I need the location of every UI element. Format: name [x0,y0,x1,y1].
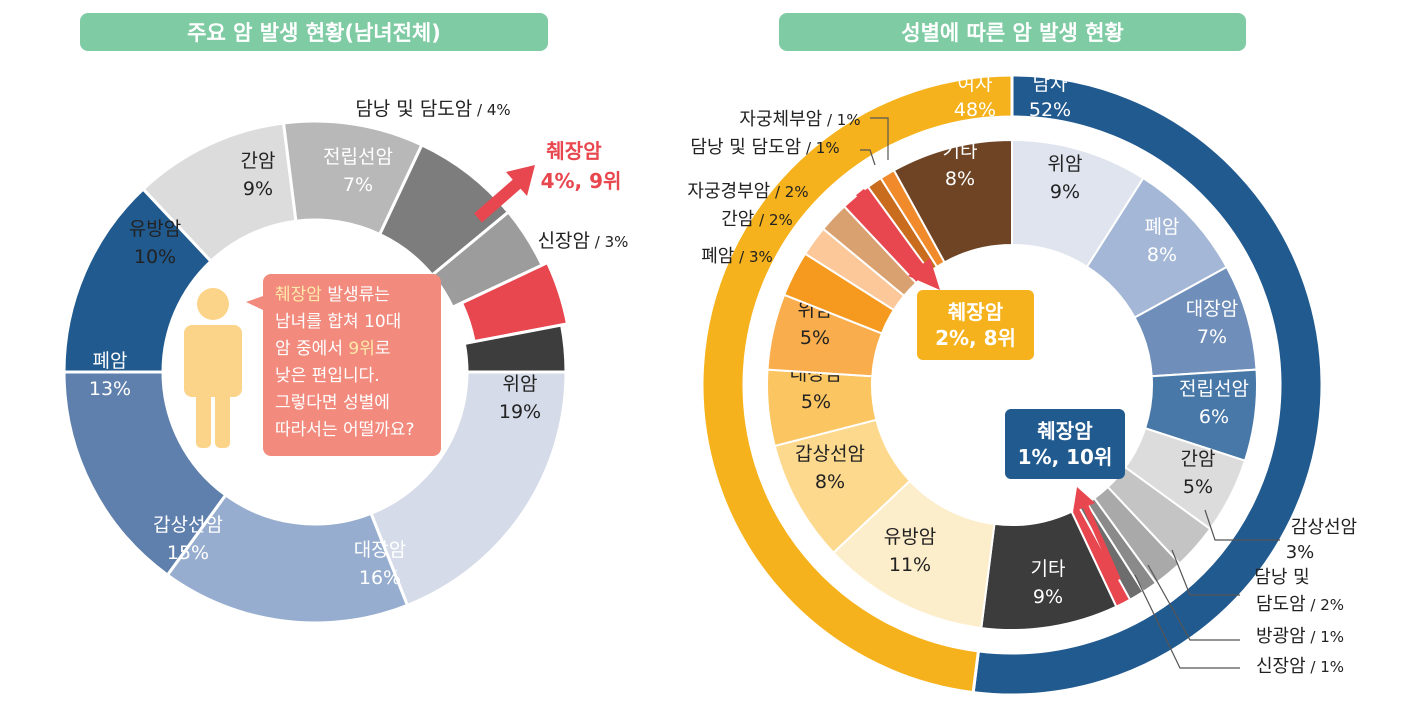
outer-female-name: 여자 [958,73,993,95]
bubble-line-2: 남녀를 합쳐 10대 [275,312,402,332]
female-slice-name-10: 기타 [943,140,978,162]
outer-male-name: 남자 [1033,73,1068,95]
left-chart-title: 주요 암 발생 현황(남녀전체) [80,13,548,51]
male-slice-name-4: 간암 [1181,448,1216,470]
male-slice-name-10: 기타 [1031,558,1066,580]
bubble-line-1: 발생류는 [321,285,390,305]
left-slice-name-0: 위암 [503,373,538,395]
female-slice-value-1: 8% [815,471,845,493]
outer-ring-female [700,73,1014,695]
male-ext-name-7: 방광암 / 1% [1256,626,1344,647]
female-ext-name-6: 자궁경부암 / 2% [687,181,808,202]
leader-male-5 [1204,509,1280,541]
male-slice-value-0: 9% [1050,181,1080,203]
male-ext-name-6b: 담도암 / 2% [1256,594,1344,615]
male-slice-value-10: 9% [1033,586,1063,608]
male-callout-arrow [1073,487,1121,582]
male-slice-name-0: 위암 [1048,153,1083,175]
male-slice-value-2: 7% [1197,326,1227,348]
male-pancreatic-callout: 췌장암 1%, 10위 [1005,409,1125,479]
bubble-line-3-pre: 암 중에서 [275,339,349,359]
female-slice-name-0: 유방암 [884,526,936,548]
female-slice-10 [892,138,1013,264]
male-callout-name: 췌장암 [1037,419,1093,443]
left-highlight-value: 4%, 9위 [541,169,622,193]
male-ext-name-5: 감상선암 [1291,517,1357,538]
outer-female-value: 48% [954,99,996,121]
left-label-kidney: 신장암 / 3% [538,230,629,252]
female-ext-name-8: 담낭 및 담도암 / 1% [690,137,839,158]
left-slice-value-1: 16% [359,567,401,589]
male-slice-name-1: 폐암 [1145,216,1180,238]
left-slice-name-6: 전립선암 [323,146,393,168]
left-highlight-arrow [474,165,535,223]
female-callout-arrow [856,188,940,290]
left-slice-value-4: 10% [134,246,176,268]
male-ext-name-8: 신장암 / 1% [1256,656,1344,677]
male-ext-value-5: 3% [1286,542,1315,563]
female-ext-name-4: 폐암 / 3% [701,246,773,267]
decorations [184,188,1121,582]
left-slice-value-2: 15% [167,542,209,564]
female-callout-value: 2%, 8위 [935,326,1016,350]
left-slice-name-3: 폐암 [93,350,128,372]
female-slice-value-3: 5% [800,327,830,349]
bubble-highlight-rank: 9위 [348,339,375,359]
female-pancreatic-callout: 췌장암 2%, 8위 [917,290,1034,360]
left-slice-value-3: 13% [89,378,131,400]
bubble-line-5: 그렇다면 성별에 [275,393,390,413]
left-slice-9 [462,323,568,374]
outer-male-value: 52% [1029,99,1071,121]
female-slice-value-2: 5% [801,391,831,413]
person-icon [184,288,242,448]
male-slice-value-3: 6% [1199,406,1229,428]
male-slice-name-3: 전립선암 [1179,378,1249,400]
left-slice-1 [165,492,410,625]
male-slice-name-2: 대장암 [1186,298,1238,320]
female-slice-value-10: 8% [945,168,975,190]
info-speech-bubble: 췌장암 발생류는 남녀를 합쳐 10대 암 중에서 9위로 낮은 편입니다. 그… [263,274,441,456]
left-slice-value-5: 9% [243,178,273,200]
left-label-gallbladder: 담낭 및 담도암 / 4% [355,98,510,120]
left-donut-chart: 위암 19% 대장암 16% 갑상선암 15% 폐암 13% 유방암 10% 간암 9% 전립선암 7% 담… [62,98,629,625]
leader-male-8 [1134,574,1240,669]
right-donut-chart: 남자 52% 여자 48% 위암 9% 폐암 8% 대장암 7% 전립선암 6% 간암 5% 기타 9% 유방암… [687,73,1357,697]
female-slice-name-1: 갑상선암 [795,443,865,465]
bubble-line-4: 낮은 편입니다. [275,366,380,386]
left-slice-0 [369,370,568,608]
left-slice-name-2: 갑상선암 [153,514,223,536]
left-slice-name-1: 대장암 [354,539,406,561]
female-slice-value-0: 11% [889,554,931,576]
male-callout-value: 1%, 10위 [1017,445,1113,469]
right-chart-title: 성별에 따른 암 발생 현황 [779,13,1246,51]
female-callout-name: 췌장암 [947,300,1004,324]
leader-female-8 [860,149,876,166]
bubble-line-6: 따라서는 어떨까요? [275,420,415,440]
leader-male-7 [1147,564,1240,641]
left-slice-value-0: 19% [499,401,541,423]
left-slice-value-6: 7% [343,174,373,196]
left-highlight-name: 췌장암 [546,139,602,163]
left-slice-name-4: 유방암 [129,218,181,240]
bubble-line-3-post: 로 [374,339,391,359]
female-ext-name-5: 간암 / 2% [721,209,793,230]
male-ext-name-6a: 담낭 및 [1254,567,1309,588]
leader-female-9 [870,117,889,160]
leader-male-6 [1171,549,1240,596]
bubble-highlight-name: 췌장암 [275,285,322,305]
male-slice-value-4: 5% [1183,476,1213,498]
female-ext-name-9: 자궁체부암 / 1% [739,109,860,130]
left-slice-name-5: 간암 [241,150,276,172]
bubble-pointer [246,296,263,310]
male-slice-value-1: 8% [1147,244,1177,266]
